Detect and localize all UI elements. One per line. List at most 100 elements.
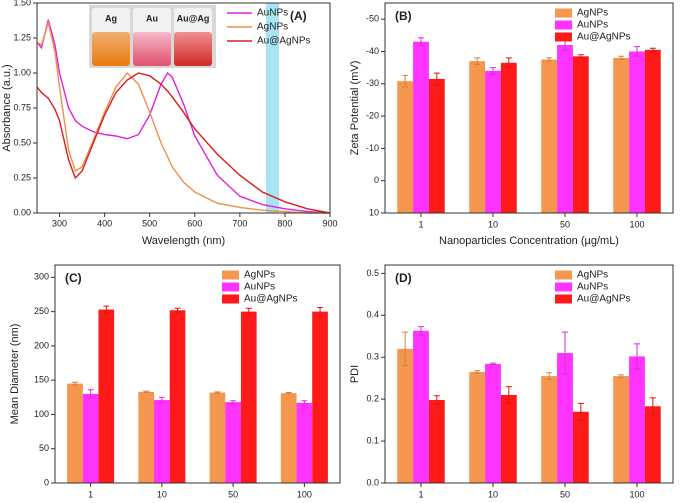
error-bar [317, 307, 324, 317]
x-tick-label: 50 [560, 219, 570, 229]
bar [240, 311, 257, 483]
bar [469, 61, 486, 214]
y-tick-label: 0.5 [366, 268, 379, 278]
legend-label: AuNPs [577, 20, 608, 31]
bar [413, 330, 429, 483]
x-tick-label: 900 [322, 218, 337, 228]
legend-label: Au@AgNPs [577, 294, 631, 305]
bar [613, 376, 630, 483]
bar [629, 51, 645, 213]
bar [397, 348, 414, 483]
error-bar [402, 74, 409, 88]
y-tick-label: -10 [366, 143, 379, 153]
y-tick-label: 0 [374, 175, 379, 185]
bar [629, 356, 645, 483]
legend-swatch [555, 282, 572, 292]
inset-label: Au@Ag [177, 13, 210, 23]
error-bar [474, 57, 481, 65]
error-bar [505, 57, 512, 69]
legend-swatch [555, 270, 572, 280]
y-tick-label: -40 [366, 46, 379, 56]
error-bar [505, 386, 512, 404]
error-bar [433, 395, 440, 405]
x-tick-label: 50 [228, 489, 238, 499]
error-bar [418, 326, 424, 336]
inset-label: Ag [105, 13, 117, 23]
y-tick-label: -50 [366, 14, 379, 24]
error-bar [214, 391, 221, 394]
error-bar [103, 305, 110, 314]
legend-label: AgNPs [577, 8, 608, 19]
y-tick-label: 0.4 [366, 310, 379, 320]
x-tick-label: 500 [142, 218, 157, 228]
bar [613, 57, 630, 213]
plot-frame [384, 264, 674, 484]
legend-swatch [222, 282, 239, 292]
y-tick-label: 300 [34, 272, 49, 282]
bar [312, 311, 328, 483]
plot-frame [54, 264, 341, 484]
error-bar [618, 55, 625, 61]
legend-label: AuNPs [577, 282, 608, 293]
y-tick-label: 0.0 [366, 477, 379, 487]
y-tick-label: 200 [34, 340, 49, 350]
bar [541, 376, 558, 483]
y-axis-title: Mean Diameter (nm) [9, 324, 21, 425]
panel-label: (A) [290, 9, 307, 23]
line [36, 19, 330, 214]
error-bar [433, 72, 440, 86]
y-tick-label: 1.50 [13, 0, 31, 7]
legend-swatch [555, 8, 572, 18]
bar [413, 41, 429, 214]
legend-swatch [222, 270, 239, 280]
bar [469, 371, 486, 483]
bar [572, 56, 589, 213]
line [36, 72, 331, 214]
bar [280, 393, 297, 483]
y-axis-title: Zeta Potential (mV) [349, 61, 361, 156]
y-tick-label: 250 [34, 306, 49, 316]
plot-frame [384, 2, 674, 214]
y-tick-label: 10 [369, 207, 379, 217]
bar [428, 399, 445, 483]
error-bar [618, 374, 625, 378]
y-tick-label: 0.1 [366, 435, 379, 445]
x-tick-label: 10 [488, 219, 498, 229]
bar [644, 49, 661, 213]
panel-label: (C) [65, 271, 82, 285]
x-axis-title: Nanoparticles Concentration (µg/mL) [439, 235, 619, 247]
error-bar [634, 46, 640, 57]
error-bar [301, 400, 308, 406]
bar [500, 394, 517, 483]
y-axis-title: Absorbance (a.u.) [1, 64, 13, 151]
bar [485, 363, 501, 483]
x-tick-label: 1 [418, 219, 423, 229]
bar [572, 411, 589, 483]
bar [428, 78, 445, 213]
legend-label: Au@AgNPs [577, 32, 631, 43]
x-tick-label: 100 [297, 489, 312, 499]
error-bar [490, 362, 496, 366]
error-bar [71, 381, 78, 386]
bar [557, 45, 573, 213]
x-tick-label: 400 [97, 218, 112, 228]
error-bar [649, 47, 656, 52]
bar [541, 59, 558, 214]
error-bar [562, 331, 568, 375]
bar [485, 70, 501, 213]
legend-swatch [555, 294, 572, 304]
inset-label: Au [146, 13, 158, 23]
legend-label: AuNPs [244, 282, 275, 293]
inset-photo [89, 5, 216, 68]
bar [82, 393, 99, 483]
y-tick-label: 1.25 [13, 32, 31, 42]
bar [67, 383, 83, 483]
x-tick-label: 600 [187, 218, 202, 228]
bar [557, 353, 573, 483]
error-bar [577, 54, 584, 59]
bar [209, 392, 226, 483]
y-tick-label: 0.75 [13, 102, 31, 112]
highlight-band [266, 3, 279, 213]
